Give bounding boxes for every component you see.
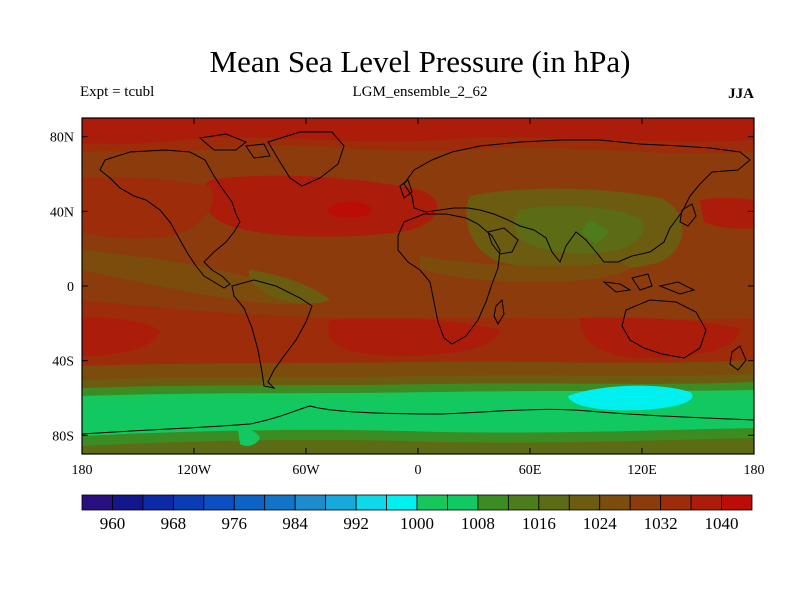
lon-tick-label: 120W (177, 463, 212, 478)
colorbar-swatch (690, 494, 722, 511)
colorbar-swatch (355, 494, 387, 511)
lon-tick-label: 60E (519, 463, 542, 478)
colorbar-swatch (568, 494, 601, 511)
colorbar-swatch (386, 494, 418, 511)
latitude-axis: 80N 40N 0 40S 80S (50, 131, 754, 444)
colorbar-swatch (660, 494, 692, 511)
chart-title: Mean Sea Level Pressure (in hPa) (209, 44, 631, 79)
lon-tick-label: 60W (292, 463, 320, 478)
colorbar-swatch (233, 494, 266, 511)
lat-tick-label: 40N (50, 205, 74, 220)
colorbar-swatch (629, 494, 662, 511)
colorbar-label: 1032 (644, 514, 678, 533)
coastlines (82, 131, 754, 435)
experiment-label: Expt = tcubl (80, 84, 155, 100)
colorbar-swatch (416, 494, 448, 511)
colorbar-swatch (599, 494, 631, 511)
longitude-axis: 180 120W 60W 0 60E 120E 180 (72, 118, 765, 478)
colorbar-label: 1000 (400, 514, 434, 533)
colorbar-label: 1024 (583, 514, 618, 533)
colorbar-label: 976 (222, 514, 248, 533)
lat-tick-label: 40S (52, 355, 74, 370)
colorbar-label: 1040 (705, 514, 739, 533)
colorbar-swatch (447, 494, 479, 511)
lon-tick-label: 0 (415, 463, 422, 478)
lat-tick-label: 80S (52, 429, 74, 444)
lat-tick-label: 0 (67, 280, 74, 295)
colorbar-swatch (203, 494, 235, 511)
season-label: JJA (728, 86, 754, 102)
lon-tick-label: 180 (72, 463, 93, 478)
colorbar-swatch (264, 494, 296, 511)
colorbar-swatch (507, 494, 540, 511)
colorbar-swatch (325, 494, 357, 511)
colorbar-label: 1008 (461, 514, 495, 533)
colorbar-label: 992 (343, 514, 369, 533)
colorbar-swatch (538, 494, 570, 511)
colorbar-swatch (294, 494, 327, 511)
colorbar-swatch (81, 494, 113, 511)
colorbar-swatch (142, 494, 174, 511)
colorbar: 960 968 976 984 992 1000 1008 1016 1024 1032 1040 (81, 494, 753, 533)
colorbar-label: 984 (282, 514, 308, 533)
colorbar-swatch (721, 494, 753, 511)
pressure-field (82, 118, 754, 454)
ensemble-label: LGM_ensemble_2_62 (352, 84, 488, 100)
colorbar-swatch (112, 494, 144, 511)
colorbar-swatch (172, 494, 205, 511)
colorbar-swatch (477, 494, 509, 511)
lon-tick-label: 120E (627, 463, 657, 478)
colorbar-label: 968 (161, 514, 187, 533)
lon-tick-label: 180 (744, 463, 765, 478)
colorbar-label: 1016 (522, 514, 556, 533)
lat-tick-label: 80N (50, 131, 74, 146)
colorbar-label: 960 (100, 514, 126, 533)
